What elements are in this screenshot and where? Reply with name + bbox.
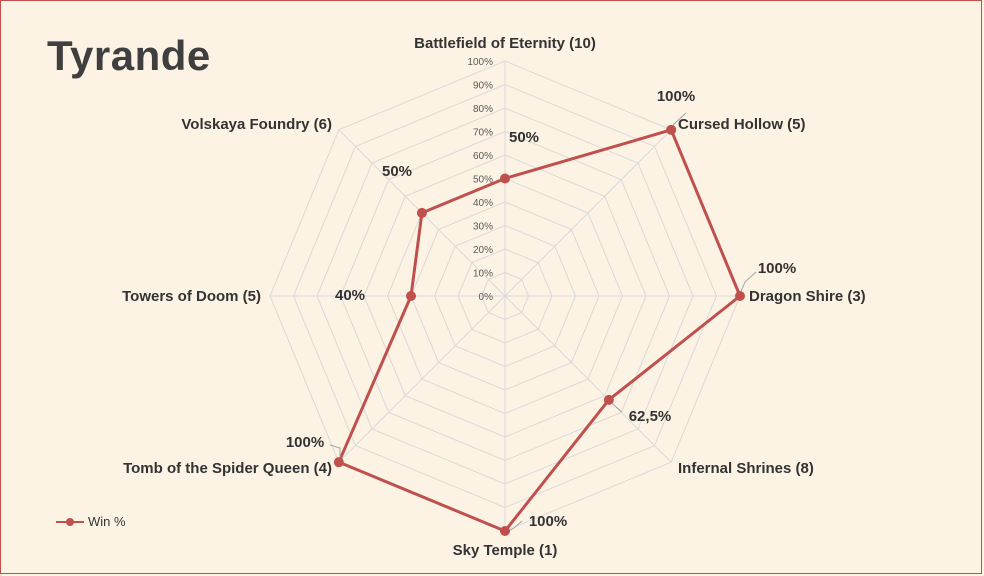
tick-label: 20% <box>473 245 493 256</box>
tick-label: 30% <box>473 222 493 233</box>
data-label: 40% <box>335 287 365 304</box>
grid-spoke <box>504 295 672 463</box>
category-label: Battlefield of Eternity (10) <box>414 35 596 52</box>
data-label: 100% <box>286 434 324 451</box>
legend-label: Win % <box>88 514 126 529</box>
tick-label: 60% <box>473 151 493 162</box>
tick-label: 50% <box>473 175 493 186</box>
data-label: 100% <box>758 260 796 277</box>
legend-swatch <box>56 516 84 528</box>
tick-label: 0% <box>479 292 494 303</box>
tick-label: 70% <box>473 128 493 139</box>
data-label: 50% <box>509 129 539 146</box>
tick-label: 10% <box>473 269 493 280</box>
data-point <box>603 394 614 405</box>
data-label: 50% <box>382 163 412 180</box>
tick-label: 90% <box>473 81 493 92</box>
grid-spoke <box>338 295 506 463</box>
category-label: Sky Temple (1) <box>453 542 558 559</box>
grid-spoke <box>504 129 672 297</box>
category-label: Cursed Hollow (5) <box>678 116 806 133</box>
legend: Win % <box>56 514 126 529</box>
tick-label: 80% <box>473 104 493 115</box>
data-label: 100% <box>657 88 695 105</box>
legend-marker <box>66 517 74 526</box>
data-point <box>500 526 510 536</box>
category-label: Dragon Shire (3) <box>749 288 866 305</box>
data-point <box>333 457 344 468</box>
chart-title: Tyrande <box>47 32 211 79</box>
data-label: 62,5% <box>629 408 672 425</box>
data-point <box>735 291 745 301</box>
tick-label: 40% <box>473 198 493 209</box>
category-label: Tomb of the Spider Queen (4) <box>123 460 332 477</box>
data-point <box>500 173 510 184</box>
category-label: Towers of Doom (5) <box>122 288 261 305</box>
tick-label: 100% <box>467 57 493 68</box>
data-point <box>406 291 416 301</box>
data-point <box>666 124 677 135</box>
data-label: 100% <box>529 513 567 530</box>
data-point <box>416 207 427 218</box>
category-label: Volskaya Foundry (6) <box>181 116 332 133</box>
category-label: Infernal Shrines (8) <box>678 460 814 477</box>
